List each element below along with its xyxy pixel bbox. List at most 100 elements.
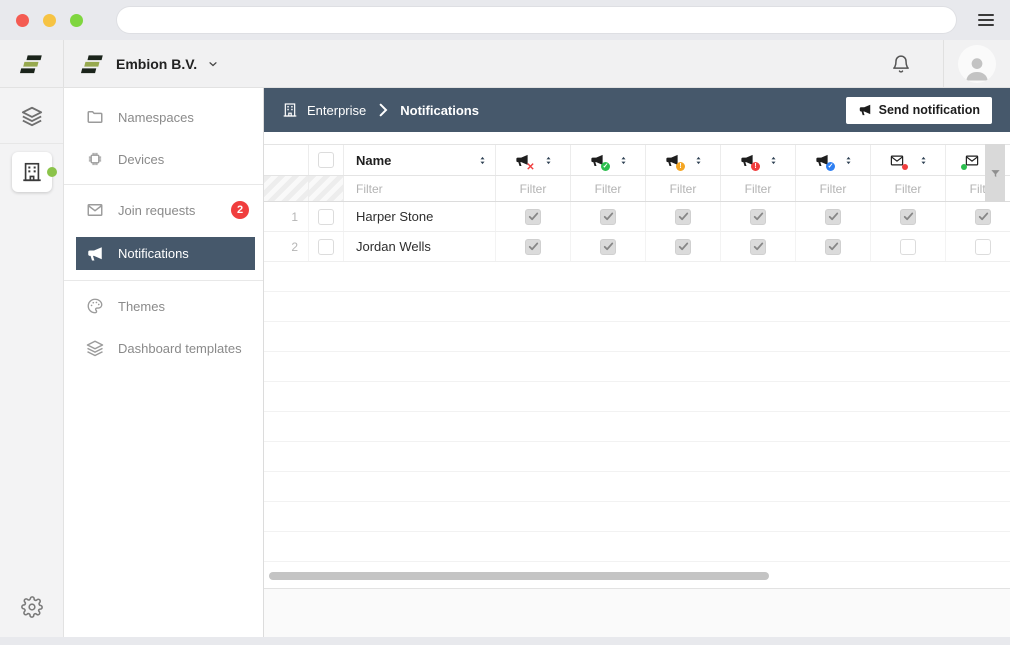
cell-select[interactable]: [309, 232, 344, 261]
cell-envelope-red-dot[interactable]: [871, 232, 946, 261]
sidebar-item-namespaces[interactable]: Namespaces: [64, 96, 263, 138]
hamburger-icon[interactable]: [978, 14, 994, 26]
embion-logo-icon: [80, 51, 106, 77]
rail-item-dashboards[interactable]: [0, 88, 63, 144]
header-cell-megaphone-blue-check[interactable]: ✓: [796, 145, 871, 175]
checkbox[interactable]: [525, 238, 541, 255]
check-icon: [753, 211, 764, 222]
checkbox[interactable]: [825, 238, 841, 255]
header-cell-select-all[interactable]: [309, 145, 344, 175]
table-row[interactable]: 2 Jordan Wells: [264, 232, 1010, 262]
check-icon: [603, 211, 614, 222]
header-cell-megaphone-green-check[interactable]: ✓: [571, 145, 646, 175]
megaphone-icon: [813, 153, 831, 168]
checkbox[interactable]: [750, 238, 766, 255]
checkbox[interactable]: [318, 238, 334, 255]
cell-megaphone-red-x[interactable]: [496, 232, 571, 261]
empty-row: [264, 472, 1010, 502]
checkbox[interactable]: [318, 152, 334, 168]
avatar[interactable]: [958, 44, 996, 83]
checkbox[interactable]: [975, 208, 991, 225]
checkbox[interactable]: [750, 208, 766, 225]
checkbox[interactable]: [675, 208, 691, 225]
cell-megaphone-blue-check[interactable]: [796, 232, 871, 261]
sort-icon: [919, 154, 928, 167]
cell-megaphone-green-check[interactable]: [571, 202, 646, 231]
cell-megaphone-red-exclaim[interactable]: [721, 202, 796, 231]
filter-cell-megaphone-green-check[interactable]: Filter: [571, 176, 646, 201]
count-badge: 2: [231, 201, 249, 219]
cell-megaphone-blue-check[interactable]: [796, 202, 871, 231]
zoom-button[interactable]: [70, 13, 83, 27]
filter-cell-megaphone-red-exclaim[interactable]: Filter: [721, 176, 796, 201]
send-notification-label: Send notification: [878, 103, 980, 117]
checkbox[interactable]: [900, 238, 916, 255]
folder-icon: [86, 108, 104, 126]
filter-panel-tab[interactable]: [985, 144, 1005, 202]
rail-selected-tile: [11, 152, 52, 192]
filter-placeholder: Filter: [356, 181, 383, 196]
cell-megaphone-green-check[interactable]: [571, 232, 646, 261]
cell-select[interactable]: [309, 202, 344, 231]
scrollbar-thumb[interactable]: [269, 572, 769, 580]
header-cell-megaphone-red-exclaim[interactable]: !: [721, 145, 796, 175]
header-cell-envelope-red-dot[interactable]: [871, 145, 946, 175]
cell-name: Jordan Wells: [344, 232, 496, 261]
megaphone-green-check-header-icon: ✓: [588, 153, 610, 171]
sidebar-menu: Namespaces Devices Join requests 2 Notificat…: [64, 88, 264, 637]
filter-cell-name[interactable]: Filter: [344, 176, 496, 201]
empty-row: [264, 532, 1010, 562]
checkbox[interactable]: [900, 208, 916, 225]
sidebar-item-devices[interactable]: Devices: [64, 138, 263, 180]
empty-row: [264, 322, 1010, 352]
cell-megaphone-yellow-exclaim[interactable]: [646, 232, 721, 261]
cell-envelope-red-dot[interactable]: [871, 202, 946, 231]
header-cell-megaphone-yellow-exclaim[interactable]: !: [646, 145, 721, 175]
filter-cell-megaphone-yellow-exclaim[interactable]: Filter: [646, 176, 721, 201]
header-cell-megaphone-red-x[interactable]: ✕: [496, 145, 571, 175]
cell-megaphone-red-x[interactable]: [496, 202, 571, 231]
cell-megaphone-red-exclaim[interactable]: [721, 232, 796, 261]
sort-icon: [769, 154, 778, 167]
rail-item-enterprise[interactable]: [0, 144, 63, 200]
filter-cell-megaphone-red-x[interactable]: Filter: [496, 176, 571, 201]
name-value: Jordan Wells: [356, 239, 431, 254]
sort-icon: [478, 154, 487, 167]
checkbox[interactable]: [600, 238, 616, 255]
checkbox[interactable]: [600, 208, 616, 225]
filter-cell-envelope-red-dot[interactable]: Filter: [871, 176, 946, 201]
cell-envelope-green-dot[interactable]: [946, 232, 1010, 261]
sidebar-item-join-requests[interactable]: Join requests 2: [64, 189, 263, 231]
filter-cell-blank: [309, 176, 344, 201]
sidebar-item-dashboard-templates[interactable]: Dashboard templates: [64, 327, 263, 369]
rail-item-settings[interactable]: [0, 577, 63, 637]
horizontal-scrollbar[interactable]: [264, 572, 1010, 580]
table-row[interactable]: 1 Harper Stone: [264, 202, 1010, 232]
check-icon: [903, 211, 914, 222]
header-cell-name[interactable]: Name: [344, 145, 496, 175]
blue-check-badge: ✓: [826, 161, 835, 171]
url-bar[interactable]: [117, 7, 956, 33]
filter-cell-megaphone-blue-check[interactable]: Filter: [796, 176, 871, 201]
checkbox[interactable]: [525, 208, 541, 225]
red-exclaim-badge: !: [751, 161, 760, 171]
cell-megaphone-yellow-exclaim[interactable]: [646, 202, 721, 231]
send-notification-button[interactable]: Send notification: [845, 96, 992, 124]
chevron-right-icon: [375, 102, 391, 118]
close-button[interactable]: [16, 13, 29, 27]
bell-icon[interactable]: [891, 54, 911, 74]
sidebar-item-themes[interactable]: Themes: [64, 285, 263, 327]
grid-footer: [264, 588, 1010, 637]
breadcrumb-section[interactable]: Enterprise: [307, 102, 367, 118]
checkbox[interactable]: [975, 238, 991, 255]
megaphone-icon: [513, 153, 531, 168]
megaphone-icon: [588, 153, 606, 168]
filter-placeholder: Filter: [669, 181, 697, 196]
checkbox[interactable]: [318, 208, 334, 225]
org-selector[interactable]: Embion B.V.: [64, 40, 264, 87]
sidebar-item-notifications[interactable]: Notifications: [76, 237, 255, 270]
checkbox[interactable]: [675, 238, 691, 255]
cell-envelope-green-dot[interactable]: [946, 202, 1010, 231]
minimize-button[interactable]: [43, 13, 56, 27]
checkbox[interactable]: [825, 208, 841, 225]
